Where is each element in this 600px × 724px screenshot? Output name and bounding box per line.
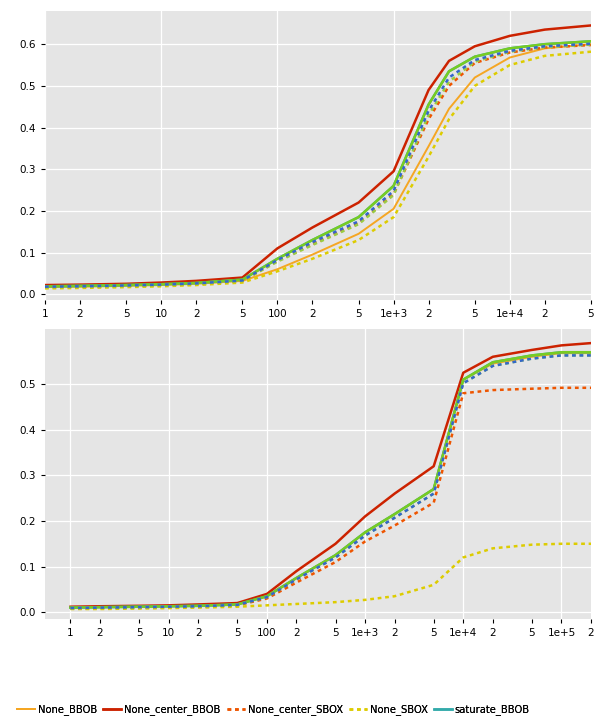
Legend: None_BBOB, None_center_BBOB, None_center_SBOX, None_SBOX, saturate_BBOB: None_BBOB, None_center_BBOB, None_center… <box>17 704 530 715</box>
